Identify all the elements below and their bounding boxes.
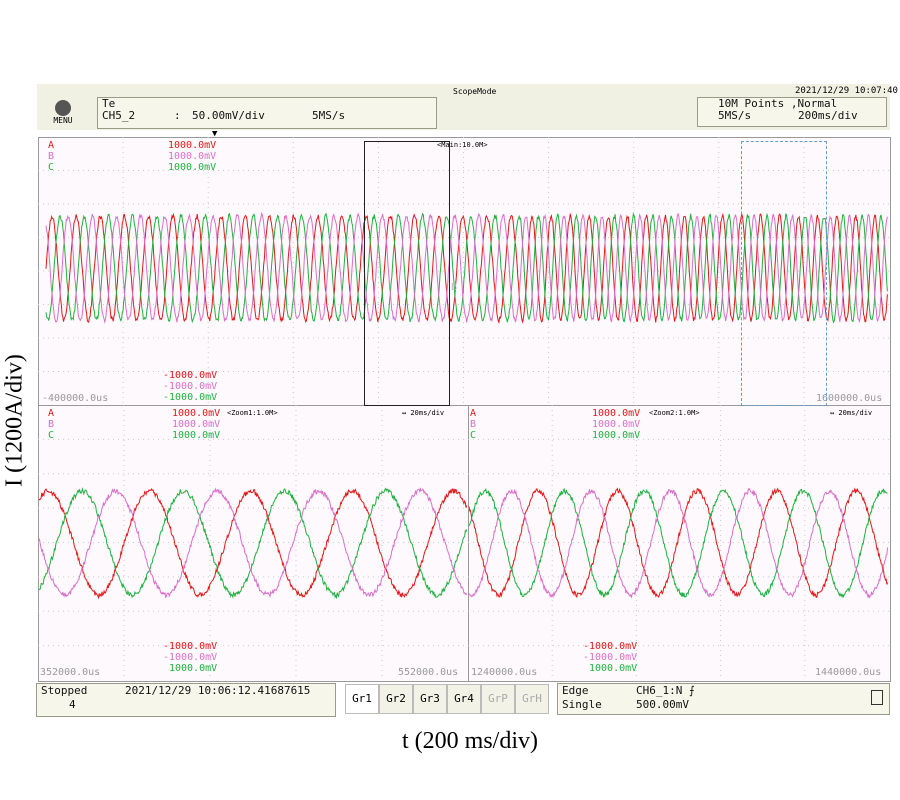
y-axis-label: I (1200A/div): [2, 316, 29, 526]
zoom1-top-scales: 1000.0mV 1000.0mV 1000.0mV: [172, 408, 220, 441]
tab-gr4[interactable]: Gr4: [447, 684, 481, 714]
trigger-box[interactable]: Edge CH6_1:N ⨍ Single 500.00mV: [557, 683, 890, 715]
x-axis-label: t (200 ms/div): [0, 728, 900, 755]
zoom1-bottom-scales: -1000.0mV -1000.0mV 1000.0mV: [163, 641, 217, 674]
main-trace-labels: ABC: [48, 140, 54, 173]
zoom1-t-end: 552000.0us: [398, 667, 458, 678]
acq-timestamp: 2021/12/29 10:06:12.41687615: [125, 684, 310, 697]
tab-gr3[interactable]: Gr3: [413, 684, 447, 714]
zoom2-trace-labels: ABC: [470, 408, 476, 441]
run-status: Stopped: [41, 684, 125, 698]
zoom2-top-scales: 1000.0mV 1000.0mV 1000.0mV: [592, 408, 640, 441]
marker-b: B: [451, 282, 457, 293]
panel-layout-icon[interactable]: [871, 690, 883, 705]
tab-grp[interactable]: GrP: [481, 684, 515, 714]
main-top-scales: 1000.0mV 1000.0mV 1000.0mV: [168, 140, 216, 173]
zoom2-label: <Zoom2:1.0M>: [649, 409, 700, 417]
zoom2-region[interactable]: [741, 141, 827, 406]
trigger-source: CH6_1:N: [636, 684, 682, 697]
trigger-type: Edge: [562, 684, 636, 698]
group-tabs: Gr1 Gr2 Gr3 Gr4 GrP GrH: [345, 684, 549, 714]
tab-gr2[interactable]: Gr2: [379, 684, 413, 714]
rising-edge-icon: ⨍: [689, 684, 695, 697]
status-box: Stopped 2021/12/29 10:06:12.41687615 4: [36, 683, 336, 717]
tab-gr1[interactable]: Gr1: [345, 684, 379, 714]
zoom1-tdiv: ↔ 20ms/div: [402, 409, 444, 417]
zoom2-tdiv: ↔ 20ms/div: [830, 409, 872, 417]
zoom1-t-start: 352000.0us: [40, 667, 100, 678]
zoom1-trace-labels: ABC: [48, 408, 54, 441]
zoom1-label: <Zoom1:1.0M>: [227, 409, 278, 417]
zoom2-bottom-scales: -1000.0mV -1000.0mV 1000.0mV: [583, 641, 637, 674]
zoom1-trace-B: [39, 489, 467, 598]
main-bottom-scales: -1000.0mV -1000.0mV -1000.0mV: [163, 370, 217, 403]
zoom2-t-start: 1240000.0us: [471, 667, 537, 678]
acq-count: 4: [41, 698, 335, 712]
main-t-start: -400000.0us: [42, 393, 108, 404]
zoom2-trace-B: [469, 489, 888, 597]
tab-grh[interactable]: GrH: [515, 684, 549, 714]
zoom1-region[interactable]: [364, 141, 450, 406]
trigger-mode: Single: [562, 698, 636, 712]
trigger-level: 500.00mV: [636, 698, 689, 711]
zoom2-t-end: 1440000.0us: [815, 667, 881, 678]
